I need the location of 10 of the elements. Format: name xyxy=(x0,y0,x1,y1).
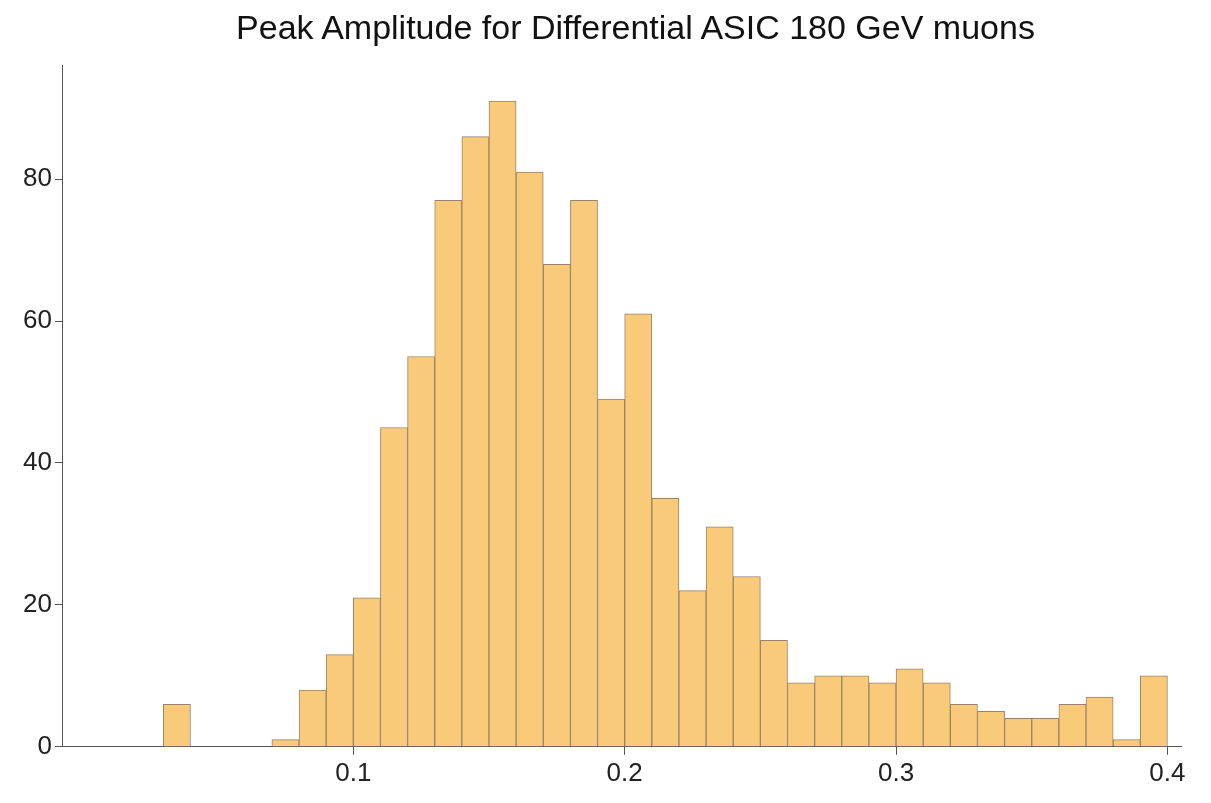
y-tick-label: 40 xyxy=(23,446,52,477)
chart-title: Peak Amplitude for Differential ASIC 180 GeV muons xyxy=(235,8,1036,47)
x-tick-label: 0.4 xyxy=(1149,756,1186,787)
y-tick-label: 60 xyxy=(23,304,52,335)
x-tick-label: 0.1 xyxy=(335,756,372,787)
y-tick-label: 20 xyxy=(23,588,52,619)
x-tick-label: 0.3 xyxy=(877,756,915,787)
y-tick-label: 0 xyxy=(37,729,52,760)
y-tick-label: 80 xyxy=(23,162,52,193)
x-tick-label: 0.2 xyxy=(606,756,643,787)
